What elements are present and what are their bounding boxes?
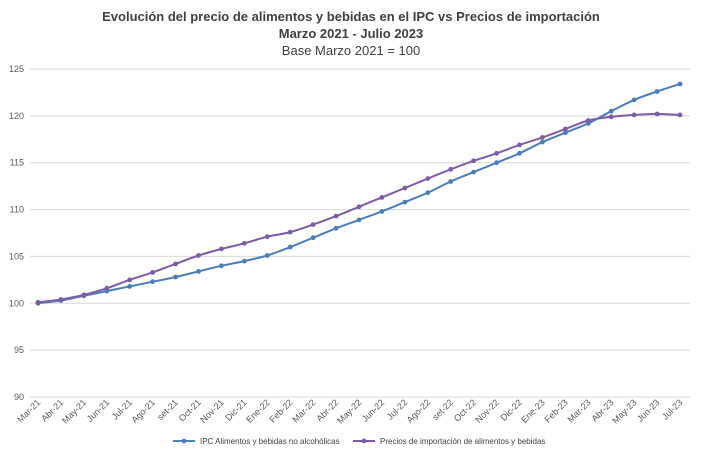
data-point: [242, 240, 247, 246]
x-tick-label: Ago-21: [129, 397, 157, 425]
data-point: [471, 169, 476, 175]
x-tick-label: Jul-23: [660, 397, 684, 421]
x-tick-label: May-22: [335, 397, 363, 425]
legend-marker: [361, 438, 367, 444]
data-point: [333, 225, 339, 231]
data-point: [310, 235, 316, 241]
data-point: [287, 244, 293, 250]
data-point: [517, 142, 522, 148]
y-tick-label: 115: [10, 158, 24, 168]
x-tick-label: Ene-23: [519, 397, 547, 425]
data-point: [494, 160, 499, 166]
data-point: [196, 269, 201, 274]
series-line-1: [37, 83, 681, 305]
data-point: [471, 158, 476, 164]
x-tick-label: Feb-22: [267, 397, 294, 424]
data-point: [540, 135, 545, 140]
legend-label: Precios de importación de alimentos y be…: [380, 437, 545, 446]
x-tick-label: May-23: [610, 397, 638, 425]
data-point: [173, 261, 179, 267]
x-tick-label: Nov-22: [473, 397, 501, 425]
y-tick-label: 125: [9, 64, 24, 74]
data-point: [196, 253, 201, 258]
chart-title-block: Evolución del precio de alimentos y bebi…: [0, 8, 702, 59]
data-point: [150, 279, 156, 285]
data-point: [585, 118, 591, 123]
chart-subtitle: Marzo 2021 - Julio 2023: [278, 26, 424, 41]
data-point: [402, 185, 408, 191]
data-point: [310, 222, 316, 228]
x-tick-label: Mar-22: [290, 397, 317, 424]
chart-title: Evolución del precio de alimentos y bebi…: [102, 9, 600, 24]
data-point: [356, 204, 362, 210]
y-tick-label: 90: [14, 392, 24, 402]
x-tick-label: Jun-22: [360, 397, 387, 424]
data-point: [219, 263, 224, 269]
gridlines: [30, 68, 690, 398]
x-tick-label: Nov-21: [198, 397, 226, 425]
x-tick-label: May-21: [60, 397, 88, 425]
data-point: [631, 112, 637, 118]
x-tick-label: Feb-23: [543, 397, 570, 424]
data-point: [654, 111, 660, 117]
series-lines: [35, 81, 683, 306]
x-tick-label: set-21: [155, 397, 180, 422]
data-point: [150, 270, 156, 275]
legend-label: IPC Alimentos y bebidas no alcohólicas: [200, 437, 340, 446]
x-tick-label: set-22: [430, 397, 455, 422]
data-point: [379, 209, 385, 214]
data-point: [677, 112, 683, 118]
data-point: [333, 213, 339, 219]
y-tick-label: 105: [9, 251, 24, 261]
x-tick-label: Jun-23: [635, 397, 662, 424]
y-tick-label: 95: [14, 345, 24, 355]
data-point: [104, 285, 110, 291]
data-point: [402, 199, 408, 205]
data-point: [379, 195, 385, 200]
data-point: [356, 217, 362, 223]
y-tick-label: 100: [9, 298, 24, 308]
y-tick-label: 110: [10, 205, 24, 215]
data-point: [264, 234, 270, 240]
data-point: [425, 190, 431, 196]
data-point: [677, 81, 683, 87]
data-point: [494, 150, 499, 156]
data-point: [448, 166, 454, 172]
data-point: [425, 176, 431, 182]
legend: IPC Alimentos y bebidas no alcohólicas Pr…: [173, 437, 545, 446]
x-tick-label: Ago-22: [405, 397, 433, 425]
y-axis: 90 95 100 105 110 115 120 125: [9, 64, 24, 402]
data-point: [242, 258, 247, 264]
y-tick-label: 120: [9, 111, 24, 121]
data-point: [81, 292, 87, 298]
data-point: [540, 139, 545, 145]
chart-base-note: Base Marzo 2021 = 100: [281, 43, 421, 58]
data-point: [631, 97, 637, 103]
data-point: [563, 130, 568, 136]
data-point: [608, 108, 614, 114]
data-point: [35, 299, 41, 305]
data-point: [654, 89, 660, 94]
data-point: [264, 253, 270, 258]
x-tick-label: Ene-22: [244, 397, 272, 425]
data-point: [219, 246, 224, 252]
legend-marker: [181, 438, 187, 444]
data-point: [58, 297, 64, 302]
x-tick-label: Mar-23: [565, 397, 592, 424]
data-point: [563, 126, 568, 132]
data-point: [517, 150, 522, 156]
data-point: [173, 274, 179, 280]
data-point: [287, 229, 293, 235]
x-axis: Mar-21Abr-21May-21Jun-21Jul-21Ago-21set-…: [15, 397, 684, 425]
x-tick-label: Jun-21: [85, 397, 112, 424]
data-point: [608, 114, 614, 120]
data-point: [448, 179, 454, 184]
data-point: [127, 284, 133, 289]
data-point: [127, 277, 133, 283]
